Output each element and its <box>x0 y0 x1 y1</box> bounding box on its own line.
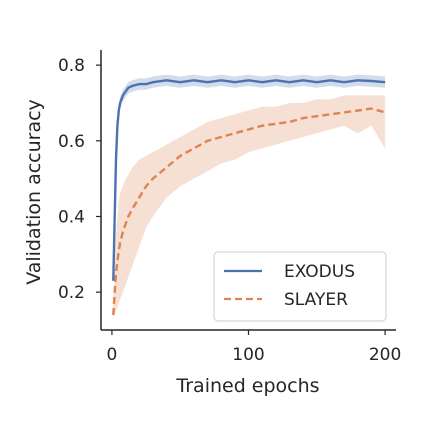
line-exodus <box>112 79 386 281</box>
y-tick-label: 0.2 <box>58 283 85 303</box>
confidence-bands <box>113 74 386 319</box>
y-tick-label: 0.8 <box>58 56 85 76</box>
legend-label-exodus: EXODUS <box>284 262 355 282</box>
band-slayer <box>113 95 386 319</box>
y-tick-label: 0.4 <box>58 207 85 227</box>
series-lines <box>112 79 386 315</box>
y-tick-label: 0.6 <box>58 132 85 152</box>
legend-frame <box>213 251 387 322</box>
x-tick-label: 0 <box>107 345 118 365</box>
y-axis-title: Validation accuracy <box>23 99 45 285</box>
x-tick-label: 100 <box>232 345 264 365</box>
line-slayer <box>112 107 386 315</box>
legend: EXODUS SLAYER <box>213 251 387 322</box>
tick-labels: 0 100 200 0.2 0.4 0.6 0.8 <box>58 56 401 365</box>
x-axis-title: Trained epochs <box>175 375 319 397</box>
legend-label-slayer: SLAYER <box>284 290 348 310</box>
x-tick-label: 200 <box>369 345 401 365</box>
